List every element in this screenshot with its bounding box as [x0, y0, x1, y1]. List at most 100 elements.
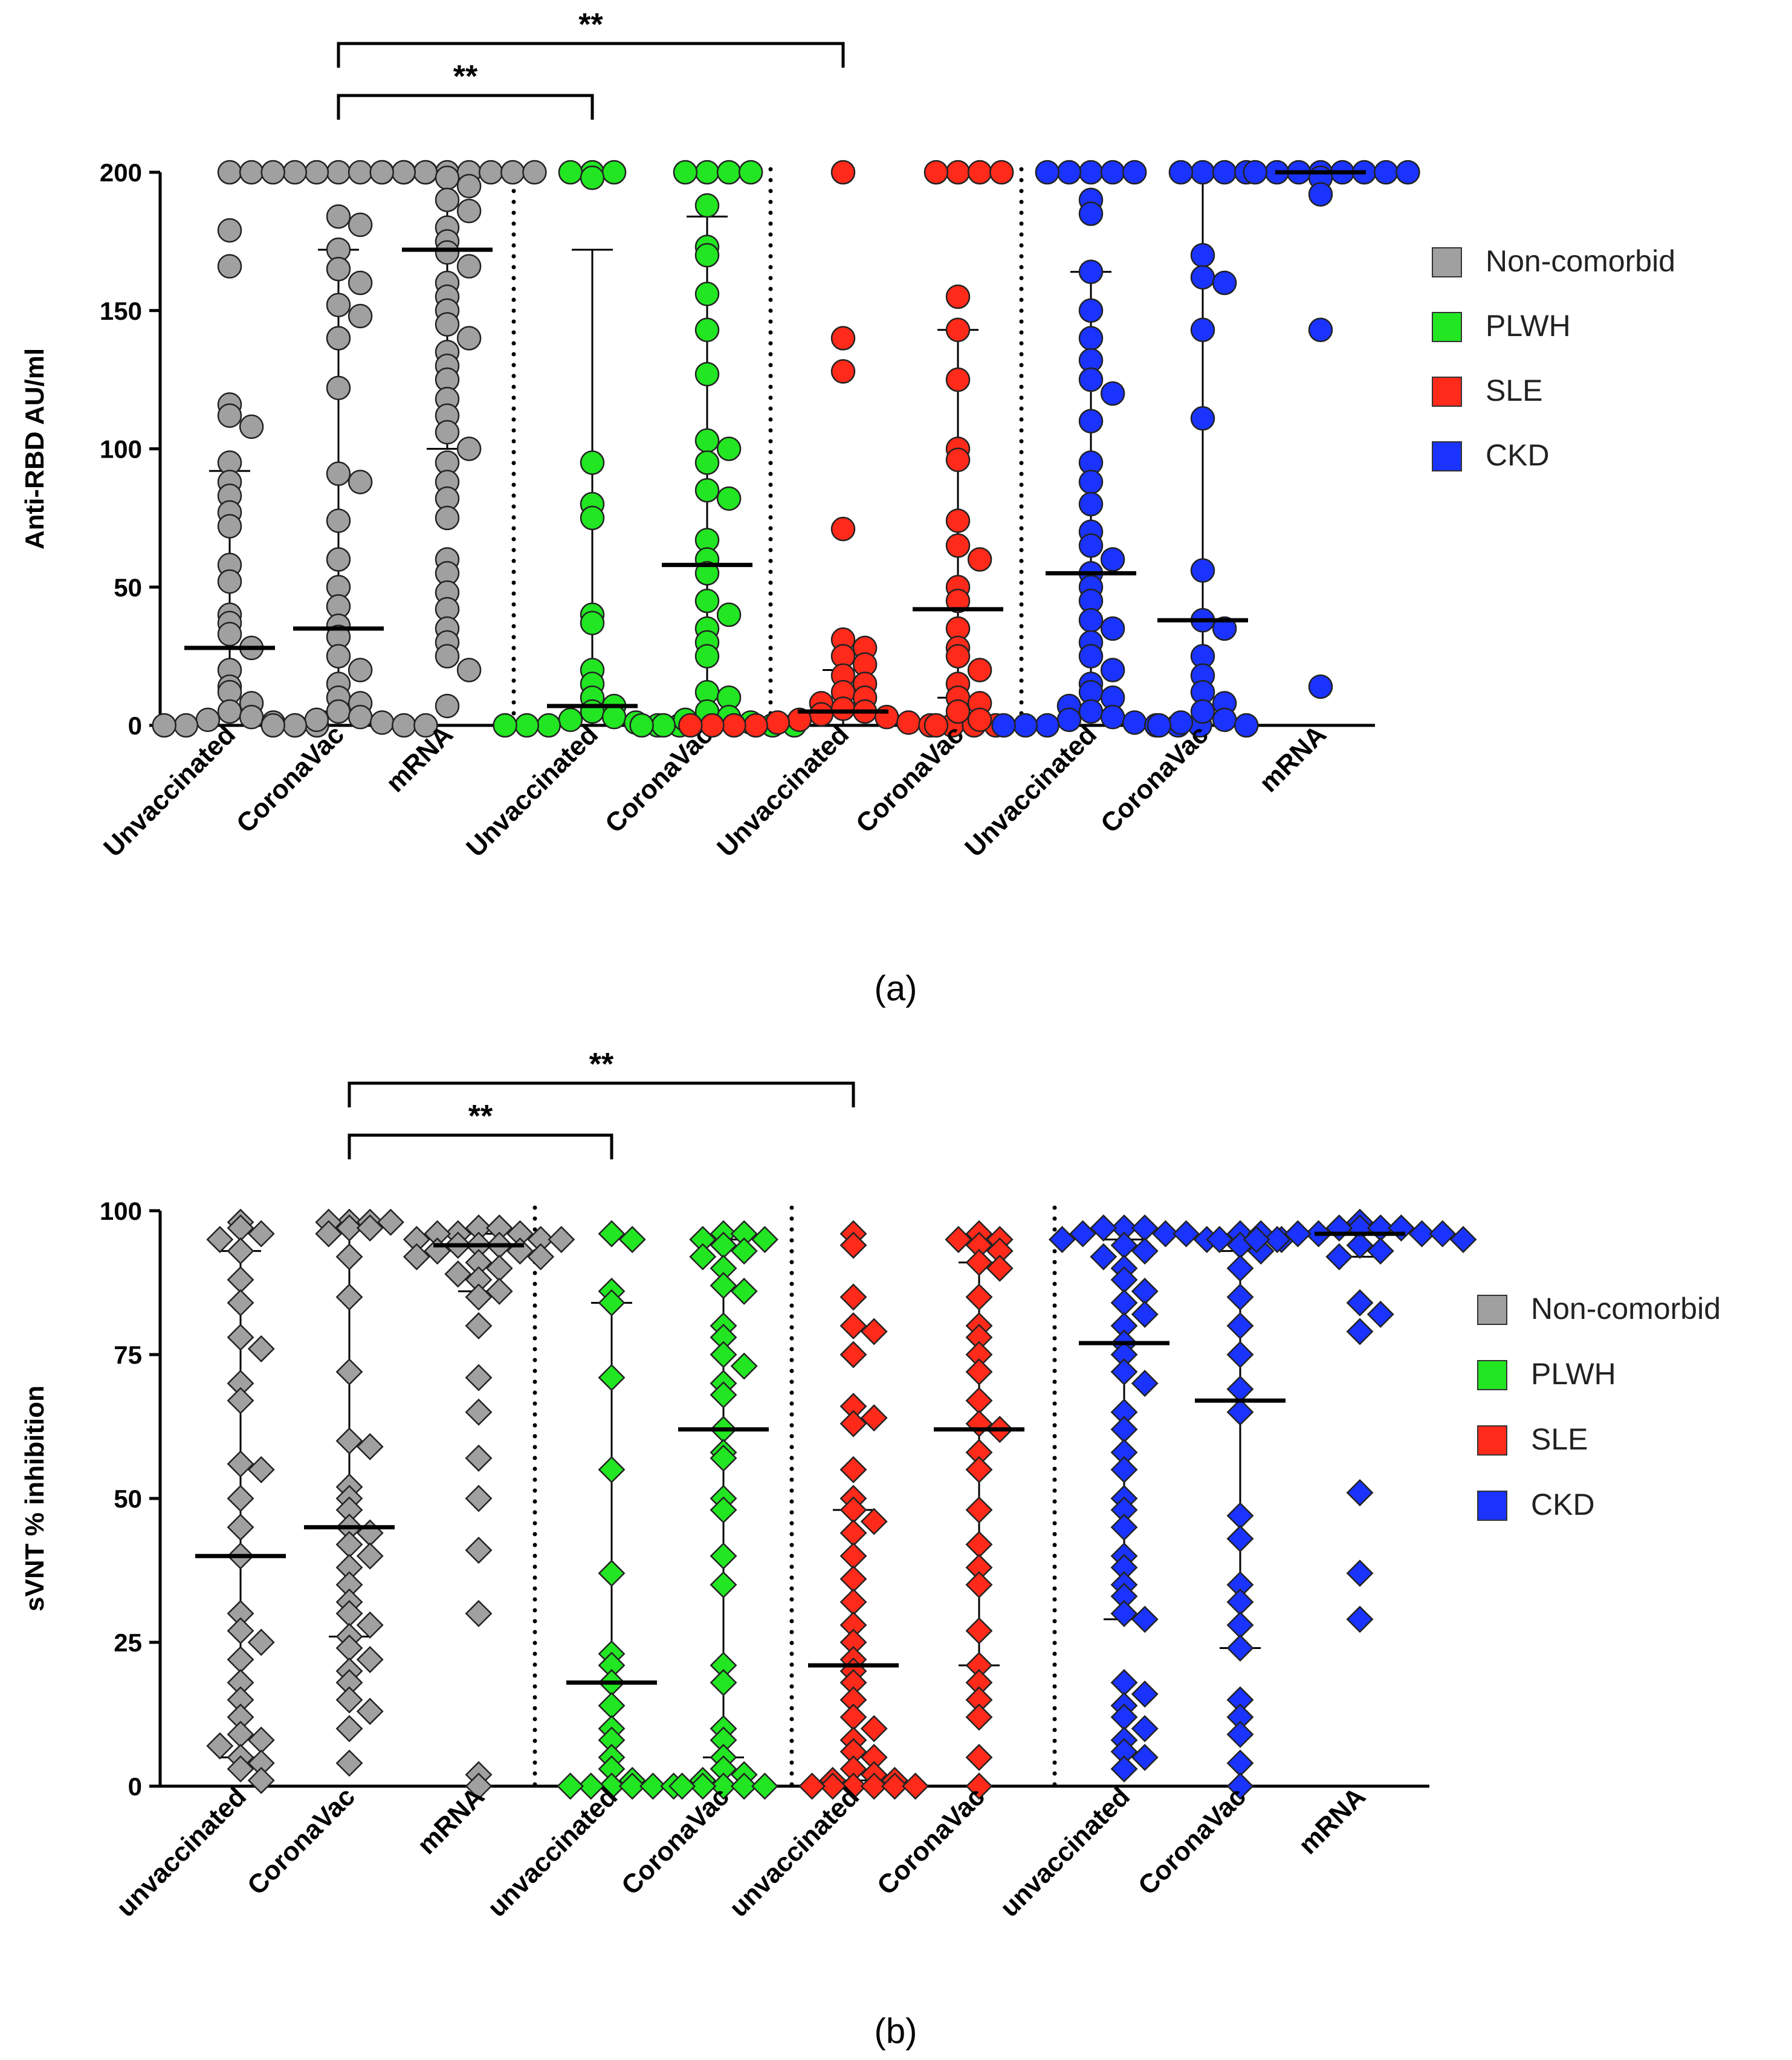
data-point — [722, 713, 746, 738]
data-point — [694, 478, 720, 503]
data-point — [1346, 1318, 1374, 1346]
data-point — [716, 436, 742, 461]
data-point — [356, 1519, 384, 1547]
data-point — [1131, 1715, 1159, 1743]
legend-swatch — [1477, 1360, 1507, 1390]
data-point — [1226, 1398, 1254, 1426]
data-point — [694, 317, 720, 343]
data-point — [227, 1720, 254, 1748]
data-point — [945, 367, 971, 392]
legend-swatch — [1432, 441, 1462, 471]
data-point — [1190, 699, 1215, 724]
data-point — [710, 1772, 737, 1800]
data-point — [651, 713, 676, 738]
significance-label: ** — [468, 1099, 493, 1134]
data-point — [967, 658, 992, 682]
data-point — [217, 160, 242, 185]
data-point — [945, 533, 971, 558]
panel-label: (a) — [875, 969, 917, 1008]
x-tick-label: unvaccinated — [995, 1781, 1136, 1923]
group-3 — [557, 1220, 688, 1800]
data-point — [1110, 1456, 1138, 1483]
significance-label: ** — [578, 7, 603, 42]
data-point — [465, 1537, 493, 1564]
data-point — [536, 713, 561, 738]
data-point — [1078, 491, 1104, 517]
data-point — [465, 1444, 493, 1472]
data-point — [668, 1772, 696, 1800]
data-point — [1226, 1749, 1254, 1777]
data-point — [356, 1646, 384, 1674]
data-point — [1078, 201, 1104, 226]
data-point — [315, 1220, 343, 1248]
y-tick-label: 50 — [114, 573, 142, 601]
data-point — [694, 282, 720, 306]
data-point — [1212, 616, 1237, 641]
legend-swatch — [1477, 1491, 1507, 1521]
data-point — [1078, 259, 1104, 284]
legend-swatch — [1432, 377, 1462, 407]
data-point — [830, 516, 856, 542]
data-point — [465, 1599, 493, 1627]
data-point — [282, 713, 308, 738]
legend-label: Non-comorbid — [1486, 244, 1675, 278]
data-point — [1110, 1416, 1138, 1443]
significance-bracket — [337, 94, 594, 120]
x-tick-label: mRNA — [1293, 1781, 1371, 1860]
data-point — [751, 1226, 778, 1254]
data-point — [1190, 160, 1215, 185]
data-point — [326, 644, 351, 669]
data-point — [967, 707, 992, 733]
data-point — [1206, 1226, 1234, 1254]
data-point — [1090, 1243, 1118, 1271]
data-point — [710, 1571, 737, 1599]
data-point — [465, 1283, 493, 1311]
data-point — [1367, 1237, 1394, 1265]
x-tick-label: unvaccinated — [724, 1781, 865, 1923]
data-point — [1090, 1214, 1118, 1242]
data-point — [577, 1772, 605, 1800]
group-7 — [1048, 1214, 1221, 1783]
data-point — [493, 713, 517, 738]
data-point — [730, 1277, 758, 1305]
data-point — [598, 1456, 626, 1483]
y-tick-label: 200 — [100, 158, 142, 187]
data-point — [710, 1272, 737, 1300]
data-point — [485, 1254, 513, 1282]
data-point — [424, 1237, 451, 1265]
data-point — [456, 658, 482, 682]
data-point — [1122, 710, 1147, 735]
group-1 — [304, 1208, 404, 1777]
data-point — [923, 713, 949, 738]
data-point — [1190, 317, 1215, 343]
data-point — [1048, 1226, 1076, 1254]
data-point — [598, 1289, 626, 1317]
data-point — [830, 359, 856, 384]
data-point — [348, 658, 373, 682]
data-point — [1367, 1300, 1394, 1328]
data-point — [1078, 533, 1104, 558]
data-point — [500, 160, 525, 185]
data-point — [456, 436, 482, 461]
data-point — [965, 1571, 993, 1599]
data-point — [819, 1772, 847, 1800]
data-point — [1226, 1525, 1254, 1553]
data-point — [227, 1755, 254, 1783]
data-point — [391, 160, 416, 185]
data-point — [239, 160, 264, 185]
data-point — [860, 1772, 888, 1800]
y-axis-label: sVNT % inhibition — [20, 1385, 50, 1611]
data-point — [1100, 381, 1125, 406]
y-tick-label: 50 — [114, 1485, 142, 1513]
y-tick-label: 100 — [100, 435, 142, 464]
group-6 — [934, 1220, 1024, 1800]
data-point — [392, 713, 416, 738]
data-point — [1212, 707, 1237, 733]
data-point — [335, 1530, 363, 1558]
data-point — [1226, 1772, 1254, 1800]
data-point — [227, 1485, 254, 1512]
data-point — [326, 160, 351, 185]
data-point — [743, 713, 768, 738]
data-point — [694, 450, 720, 475]
data-point — [326, 256, 351, 282]
